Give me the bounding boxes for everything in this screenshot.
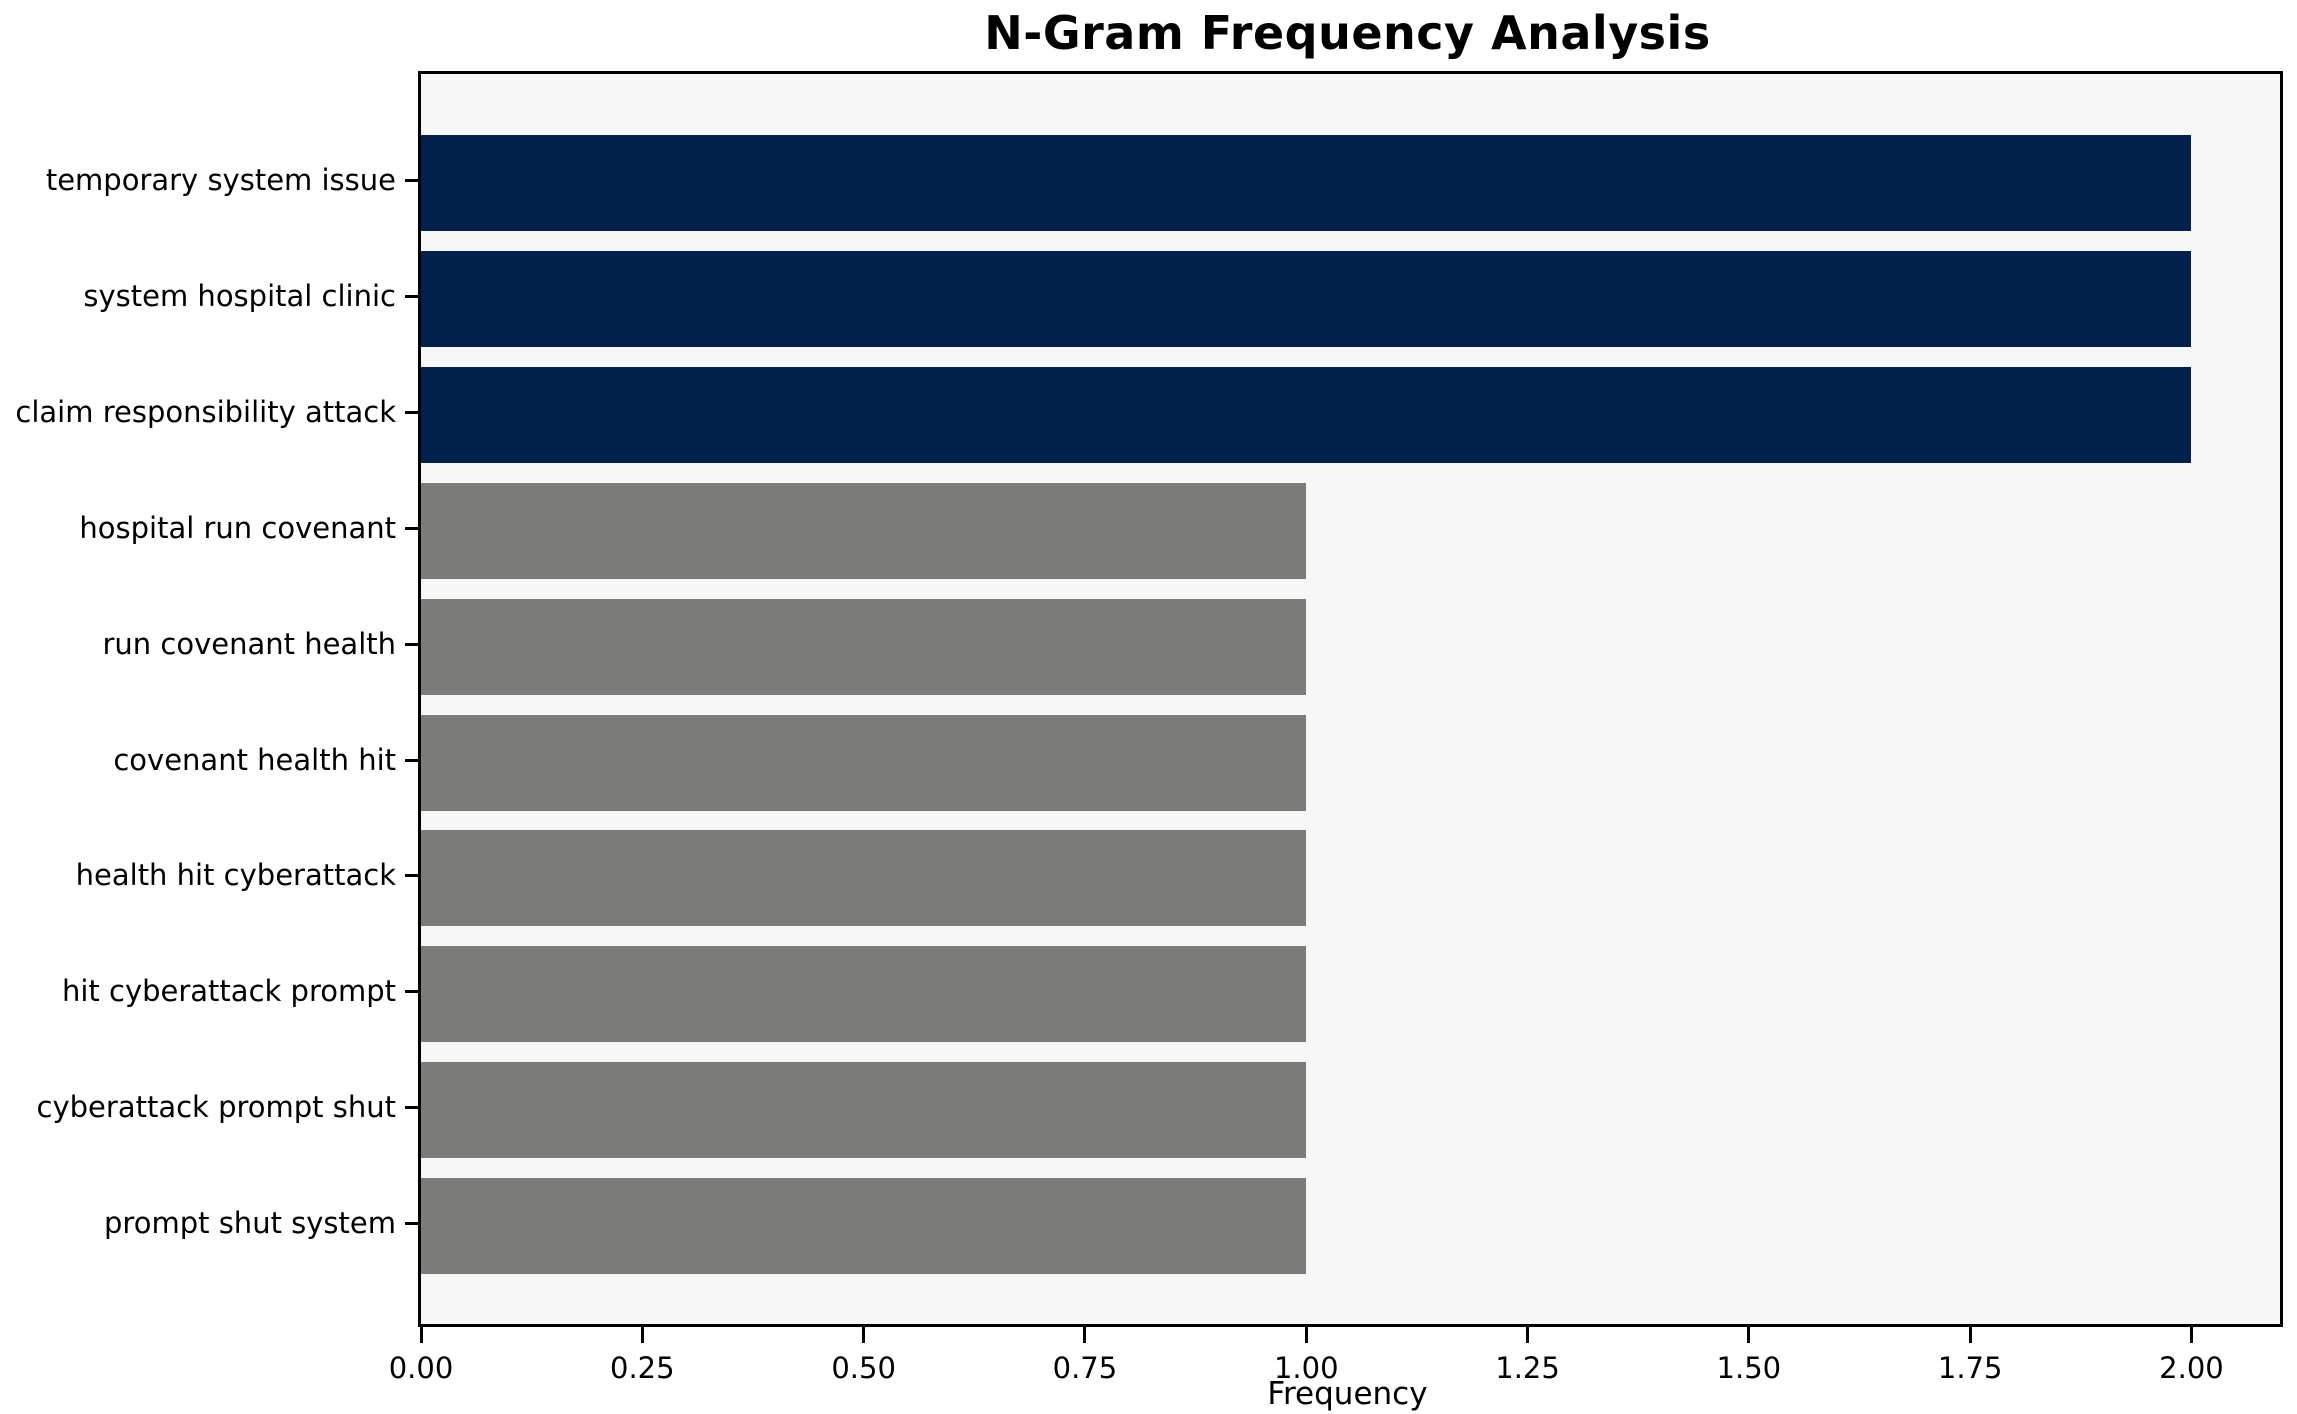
x-tick-label: 1.00 [1273, 1351, 1339, 1385]
x-tick-label: 0.50 [831, 1351, 896, 1385]
x-tick-mark [2189, 1327, 2193, 1343]
x-tick-mark [862, 1327, 866, 1343]
y-tick-mark [405, 642, 421, 646]
bar [421, 946, 1307, 1043]
y-tick-label: claim responsibility attack [15, 394, 396, 429]
bar [421, 1062, 1307, 1159]
x-tick-mark [1526, 1327, 1530, 1343]
x-tick-label: 0.00 [388, 1351, 454, 1385]
bar [421, 598, 1307, 695]
x-tick-label: 2.00 [2159, 1351, 2224, 1385]
bar [421, 366, 2192, 463]
chart-title: N-Gram Frequency Analysis [984, 6, 1711, 60]
y-tick-mark [405, 990, 421, 994]
x-tick-label: 0.25 [610, 1351, 675, 1385]
bar [421, 714, 1307, 811]
x-tick-mark [419, 1327, 423, 1343]
y-tick-mark [405, 526, 421, 530]
x-tick-mark [1304, 1327, 1308, 1343]
y-tick-label: cyberattack prompt shut [36, 1090, 396, 1125]
y-tick-label: temporary system issue [45, 163, 396, 197]
y-tick-label: covenant health hit [113, 742, 396, 777]
y-tick-mark [405, 1106, 421, 1110]
x-tick-mark [1968, 1327, 1972, 1343]
y-tick-mark [405, 294, 421, 298]
y-tick-label: health hit cyberattack [75, 858, 396, 893]
x-tick-label: 1.50 [1716, 1351, 1782, 1385]
y-tick-label: system hospital clinic [83, 278, 396, 313]
y-tick-mark [405, 410, 421, 414]
bar [421, 135, 2192, 231]
plot-area [418, 71, 2283, 1327]
y-tick-label: hospital run covenant [79, 510, 396, 545]
y-tick-mark [405, 1222, 421, 1226]
bar [421, 830, 1307, 927]
bar [421, 482, 1307, 579]
bar [421, 250, 2192, 347]
y-tick-mark [405, 179, 421, 182]
x-tick-mark [1083, 1327, 1087, 1343]
x-tick-mark [640, 1327, 644, 1343]
y-tick-label: hit cyberattack prompt [61, 974, 396, 1009]
x-tick-label: 1.75 [1937, 1351, 2003, 1385]
bar [421, 1178, 1307, 1275]
x-axis-label: Frequency [1267, 1376, 1428, 1412]
y-tick-mark [405, 874, 421, 878]
x-tick-mark [1747, 1327, 1751, 1343]
x-tick-label: 1.25 [1495, 1351, 1560, 1385]
y-tick-mark [405, 758, 421, 762]
x-tick-label: 0.75 [1052, 1351, 1118, 1385]
y-tick-label: run covenant health [102, 626, 396, 661]
y-tick-label: prompt shut system [104, 1206, 396, 1241]
